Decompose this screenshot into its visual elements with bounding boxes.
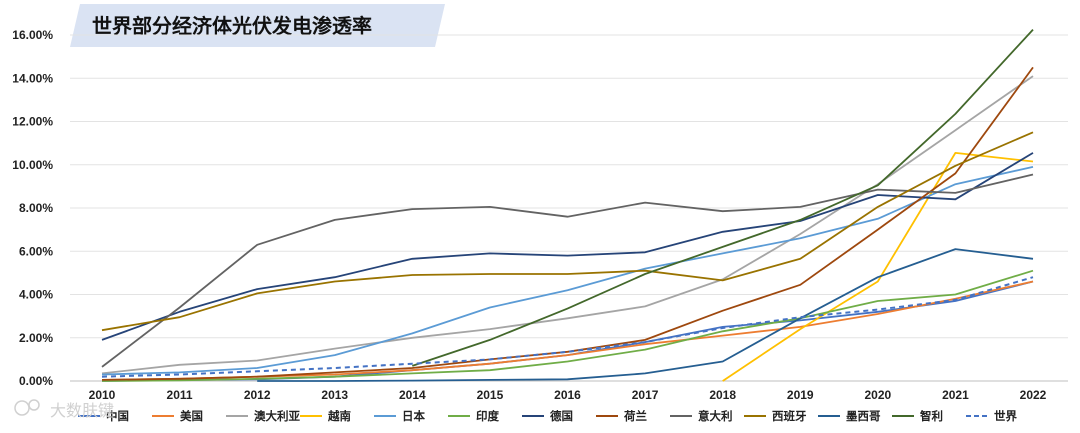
y-axis-ticks: 0.00% 2.00% 4.00% 6.00% 8.00% 10.00% 12.00% 14.… — [12, 28, 53, 388]
y-tick-label: 2.00% — [19, 331, 53, 345]
legend-label: 日本 — [402, 409, 425, 423]
x-tick-label: 2021 — [942, 388, 969, 402]
legend: 中国 美国 澳大利亚 越南 日本 印度 德国 荷兰 意大利 西班牙 墨西哥 智利 世界 — [78, 409, 1017, 423]
series-line — [101, 152, 1034, 341]
legend-label: 印度 — [476, 409, 499, 423]
x-tick-label: 2013 — [321, 388, 348, 402]
y-tick-label: 0.00% — [19, 374, 53, 388]
legend-label: 德国 — [549, 409, 573, 423]
legend-label: 墨西哥 — [846, 409, 881, 423]
legend-label: 意大利 — [698, 409, 733, 423]
legend-label: 美国 — [180, 409, 203, 423]
x-tick-label: 2020 — [864, 388, 891, 402]
series-line — [101, 173, 1034, 368]
gridlines — [70, 34, 1068, 382]
x-tick-label: 2012 — [244, 388, 271, 402]
series-line — [101, 75, 1034, 375]
series-line — [101, 280, 1034, 381]
series-line — [101, 66, 1034, 381]
legend-label: 越南 — [327, 409, 351, 423]
series-line — [101, 131, 1034, 332]
y-tick-label: 4.00% — [19, 288, 53, 302]
x-tick-label: 2019 — [787, 388, 814, 402]
x-tick-label: 2022 — [1020, 388, 1047, 402]
x-tick-label: 2011 — [167, 388, 193, 402]
series-line — [101, 269, 1034, 382]
watermark-text: 大数肤键 — [50, 401, 114, 420]
series-line — [101, 280, 1034, 382]
x-axis-ticks: 2010 2011 2012 2013 2014 2015 2016 2017 2018 2019… — [89, 388, 1047, 402]
x-tick-label: 2017 — [632, 388, 659, 402]
chart-title: 世界部分经济体光伏发电渗透率 — [92, 14, 372, 38]
y-tick-label: 16.00% — [12, 28, 53, 42]
x-tick-label: 2010 — [89, 388, 116, 402]
series-lines — [101, 28, 1034, 382]
legend-label: 荷兰 — [623, 409, 647, 423]
legend-label: 中国 — [106, 409, 129, 423]
legend-label: 西班牙 — [772, 409, 807, 423]
legend-label: 澳大利亚 — [254, 409, 300, 423]
series-line — [412, 28, 1034, 367]
y-tick-label: 6.00% — [19, 244, 53, 258]
legend-label: 智利 — [920, 409, 943, 423]
title-banner: 世界部分经济体光伏发电渗透率 — [70, 4, 445, 47]
y-tick-label: 8.00% — [19, 201, 53, 215]
x-tick-label: 2016 — [554, 388, 581, 402]
series-line — [257, 248, 1034, 382]
y-tick-label: 10.00% — [12, 158, 53, 172]
watermark-logo-icon — [14, 400, 30, 416]
y-tick-label: 14.00% — [12, 71, 53, 85]
x-tick-label: 2018 — [709, 388, 736, 402]
y-tick-label: 12.00% — [12, 115, 53, 129]
legend-label: 世界 — [994, 409, 1017, 423]
x-tick-label: 2014 — [399, 388, 426, 402]
series-line — [722, 152, 1034, 382]
series-line — [101, 276, 1034, 378]
x-tick-label: 2015 — [477, 388, 504, 402]
watermark: 大数肤键 — [14, 399, 114, 420]
series-line — [101, 166, 1034, 376]
